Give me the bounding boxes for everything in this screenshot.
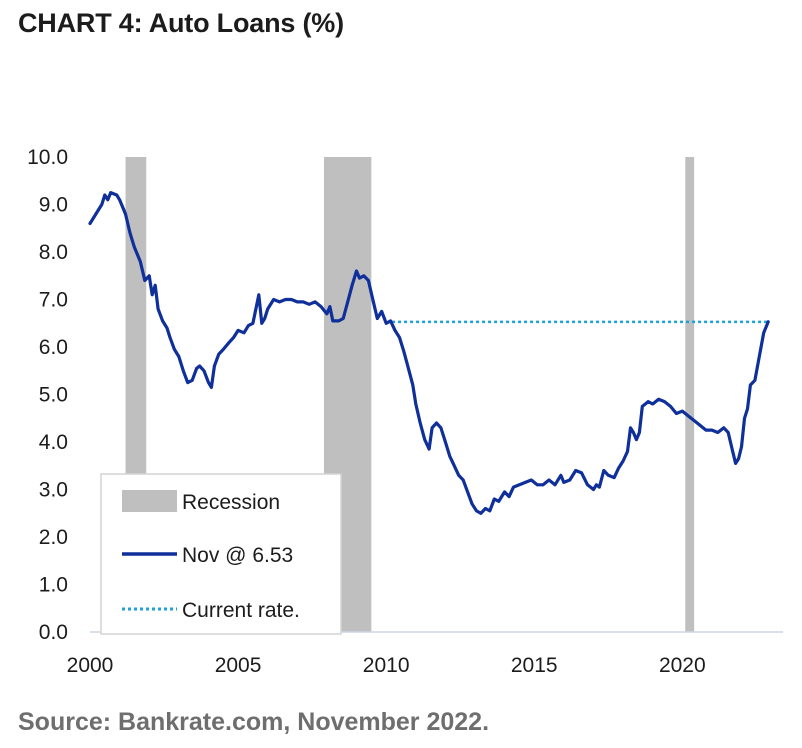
legend-label-series: Nov @ 6.53 (182, 544, 293, 567)
x-tick-label: 2015 (511, 654, 558, 677)
y-tick-label: 1.0 (39, 574, 68, 597)
series-line-0 (88, 191, 770, 515)
y-tick-label: 4.0 (39, 431, 68, 454)
y-tick-label: 9.0 (39, 194, 68, 217)
legend-label-recession: Recession (182, 491, 280, 514)
y-tick-label: 8.0 (39, 241, 68, 264)
y-tick-label: 2.0 (39, 526, 68, 549)
y-tick-label: 3.0 (39, 479, 68, 502)
legend-label-current-rate: Current rate. (182, 599, 300, 622)
y-tick-labels: 0.0 1.0 2.0 3.0 4.0 5.0 6.0 7.0 8.0 9.0 10.0 (27, 146, 68, 644)
chart-title: CHART 4: Auto Loans (%) (18, 8, 344, 38)
y-tick-label: 5.0 (39, 384, 68, 407)
legend-swatch-recession (122, 490, 177, 512)
y-tick-label: 10.0 (27, 146, 68, 169)
line-chart: 0.01.02.03.04.05.06.07.08.09.010.0 2000 2… (27, 146, 783, 677)
source-note: Source: Bankrate.com, November 2022. (18, 708, 490, 736)
recession-band-2 (685, 157, 695, 632)
y-tick-label: 6.0 (39, 336, 68, 359)
legend: Recession Nov @ 6.53 Current rate. (100, 473, 342, 635)
series-lines (88, 191, 770, 515)
x-tick-label: 2010 (363, 654, 410, 677)
y-tick-label: 0.0 (39, 621, 68, 644)
x-tick-label: 2005 (215, 654, 262, 677)
x-tick-label: 2000 (67, 654, 114, 677)
x-tick-labels: 2000 2005 2010 2015 2020 (67, 654, 706, 677)
y-tick-label: 7.0 (39, 289, 68, 312)
x-tick-label: 2020 (659, 654, 706, 677)
